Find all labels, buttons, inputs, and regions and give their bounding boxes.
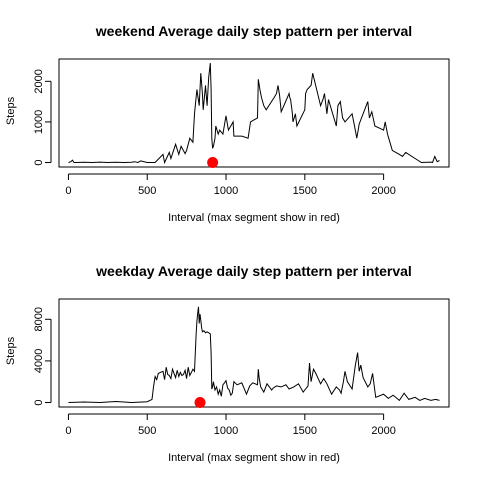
max-marker: [194, 397, 206, 409]
x-tick-label: 1500: [293, 185, 317, 197]
y-tick-label: 0: [33, 399, 45, 405]
y-tick-label: 1000: [33, 110, 45, 134]
x-axis-label: Interval (max segment show in red): [168, 212, 340, 224]
x-tick-label: 1000: [214, 425, 238, 437]
weekend-chart: weekend Average daily step pattern per i…: [5, 23, 450, 224]
plot-frame: [58, 58, 450, 168]
y-tick-label: 2000: [33, 69, 45, 93]
chart-title: weekday Average daily step pattern per i…: [95, 263, 412, 279]
x-axis-label: Interval (max segment show in red): [168, 452, 340, 464]
plot-frame: [58, 298, 450, 408]
x-tick-label: 2000: [371, 425, 395, 437]
weekday-chart: weekday Average daily step pattern per i…: [5, 263, 450, 464]
x-tick-label: 2000: [371, 185, 395, 197]
y-axis-label: Steps: [5, 96, 17, 125]
series-line: [68, 63, 440, 165]
x-tick-label: 0: [65, 185, 71, 197]
x-tick-label: 500: [138, 185, 156, 197]
chart-title: weekend Average daily step pattern per i…: [95, 23, 412, 39]
plot-marks: 0 500 1000 1500 2000 0 1000 2000: [33, 63, 440, 197]
x-tick-label: 1000: [214, 185, 238, 197]
x-tick-label: 1500: [293, 425, 317, 437]
series-line: [68, 306, 440, 404]
x-tick-label: 0: [65, 425, 71, 437]
max-marker: [207, 157, 219, 169]
y-tick-label: 0: [33, 159, 45, 165]
y-tick-label: 4000: [33, 349, 45, 373]
plot-marks: 0 500 1000 1500 2000 0 4000 8000: [33, 306, 440, 437]
y-axis-label: Steps: [5, 336, 17, 365]
y-tick-label: 8000: [33, 307, 45, 331]
x-tick-label: 500: [138, 425, 156, 437]
